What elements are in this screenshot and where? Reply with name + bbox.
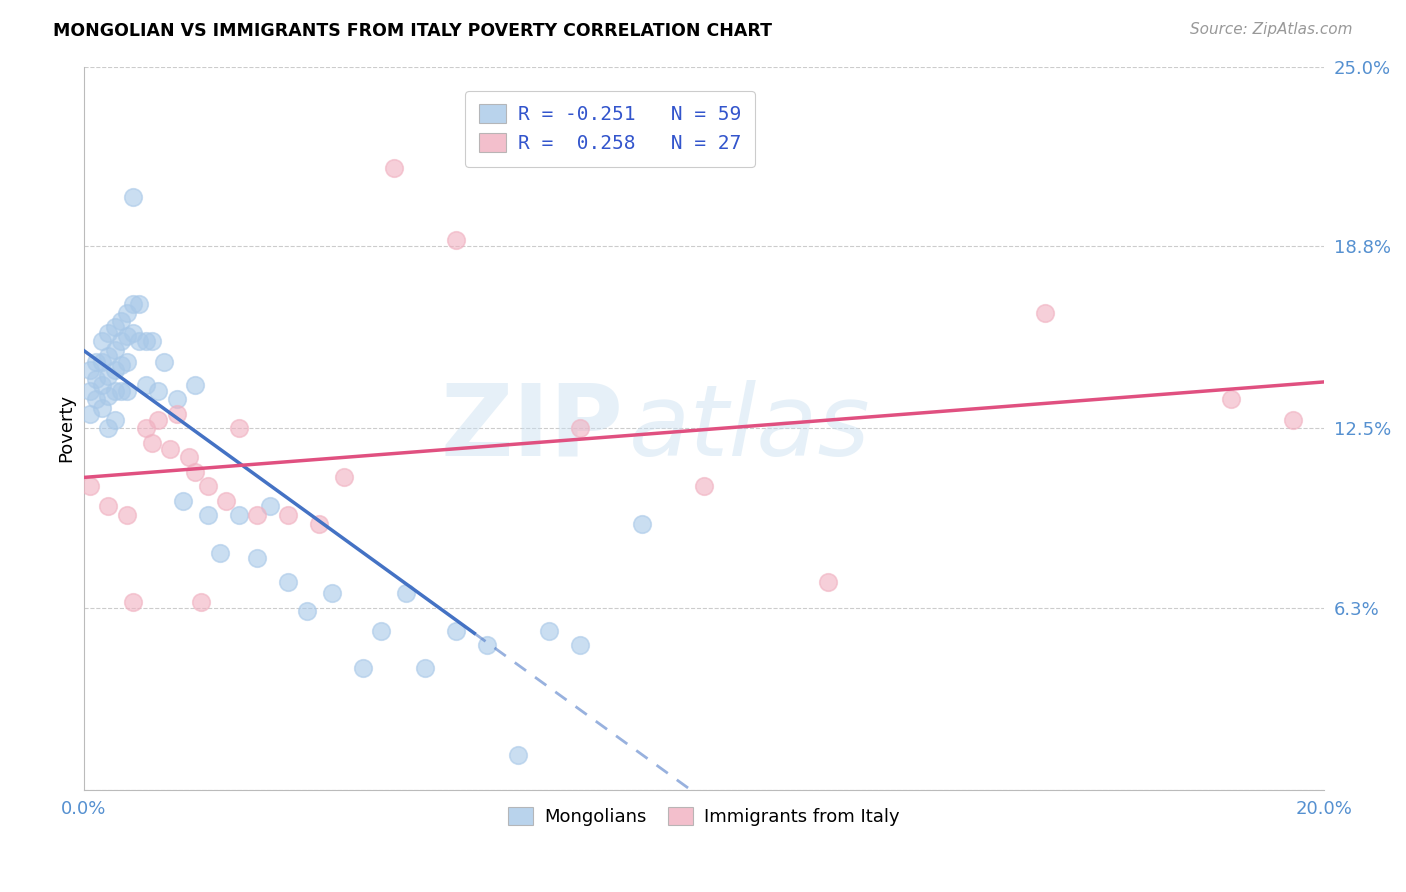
Point bbox=[475, 638, 498, 652]
Point bbox=[122, 190, 145, 204]
Point bbox=[817, 574, 839, 589]
Point bbox=[197, 479, 219, 493]
Point bbox=[197, 508, 219, 522]
Point bbox=[295, 603, 318, 617]
Point bbox=[228, 421, 250, 435]
Point bbox=[115, 384, 138, 398]
Point bbox=[568, 638, 591, 652]
Point bbox=[97, 500, 120, 514]
Point bbox=[228, 508, 250, 522]
Point bbox=[103, 384, 125, 398]
Point bbox=[208, 546, 231, 560]
Point bbox=[1033, 305, 1056, 319]
Point bbox=[128, 297, 150, 311]
Point bbox=[308, 516, 330, 531]
Point bbox=[128, 334, 150, 349]
Point bbox=[259, 500, 281, 514]
Point bbox=[1282, 412, 1305, 426]
Point bbox=[413, 661, 436, 675]
Point bbox=[352, 661, 374, 675]
Point bbox=[172, 493, 194, 508]
Text: atlas: atlas bbox=[630, 380, 870, 476]
Point bbox=[135, 421, 157, 435]
Point bbox=[135, 334, 157, 349]
Point bbox=[110, 358, 132, 372]
Point bbox=[97, 421, 120, 435]
Point bbox=[110, 314, 132, 328]
Point bbox=[103, 412, 125, 426]
Point bbox=[444, 233, 467, 247]
Point bbox=[91, 401, 114, 415]
Point bbox=[84, 372, 107, 386]
Point bbox=[246, 508, 269, 522]
Y-axis label: Poverty: Poverty bbox=[58, 394, 75, 462]
Point bbox=[141, 435, 163, 450]
Point bbox=[184, 377, 207, 392]
Point bbox=[370, 624, 392, 638]
Point bbox=[382, 161, 405, 175]
Point bbox=[215, 493, 238, 508]
Point bbox=[91, 334, 114, 349]
Point bbox=[568, 421, 591, 435]
Point bbox=[79, 363, 101, 377]
Point bbox=[166, 392, 188, 407]
Point bbox=[184, 465, 207, 479]
Point bbox=[146, 412, 169, 426]
Point bbox=[122, 326, 145, 340]
Point bbox=[395, 586, 418, 600]
Point bbox=[444, 624, 467, 638]
Point bbox=[693, 479, 716, 493]
Legend: Mongolians, Immigrants from Italy: Mongolians, Immigrants from Italy bbox=[499, 798, 908, 835]
Point bbox=[630, 516, 652, 531]
Point bbox=[79, 479, 101, 493]
Text: MONGOLIAN VS IMMIGRANTS FROM ITALY POVERTY CORRELATION CHART: MONGOLIAN VS IMMIGRANTS FROM ITALY POVER… bbox=[53, 22, 772, 40]
Point bbox=[79, 384, 101, 398]
Point bbox=[190, 595, 212, 609]
Point bbox=[103, 363, 125, 377]
Point bbox=[97, 326, 120, 340]
Point bbox=[97, 389, 120, 403]
Point bbox=[1220, 392, 1243, 407]
Text: ZIP: ZIP bbox=[440, 380, 623, 476]
Point bbox=[246, 551, 269, 566]
Point bbox=[141, 334, 163, 349]
Text: Source: ZipAtlas.com: Source: ZipAtlas.com bbox=[1189, 22, 1353, 37]
Point bbox=[537, 624, 560, 638]
Point bbox=[333, 470, 356, 484]
Point bbox=[84, 355, 107, 369]
Point bbox=[277, 574, 299, 589]
Point bbox=[122, 297, 145, 311]
Point bbox=[177, 450, 200, 465]
Point bbox=[103, 343, 125, 358]
Point bbox=[115, 305, 138, 319]
Point bbox=[115, 328, 138, 343]
Point bbox=[115, 355, 138, 369]
Point bbox=[166, 407, 188, 421]
Point bbox=[146, 384, 169, 398]
Point bbox=[115, 508, 138, 522]
Point bbox=[103, 320, 125, 334]
Point bbox=[110, 334, 132, 349]
Point bbox=[159, 442, 181, 456]
Point bbox=[122, 595, 145, 609]
Point bbox=[153, 355, 176, 369]
Point bbox=[84, 392, 107, 407]
Point bbox=[79, 407, 101, 421]
Point bbox=[321, 586, 343, 600]
Point bbox=[97, 349, 120, 363]
Point bbox=[110, 384, 132, 398]
Point bbox=[91, 377, 114, 392]
Point bbox=[91, 355, 114, 369]
Point bbox=[135, 377, 157, 392]
Point bbox=[506, 748, 529, 763]
Point bbox=[97, 369, 120, 384]
Point bbox=[277, 508, 299, 522]
